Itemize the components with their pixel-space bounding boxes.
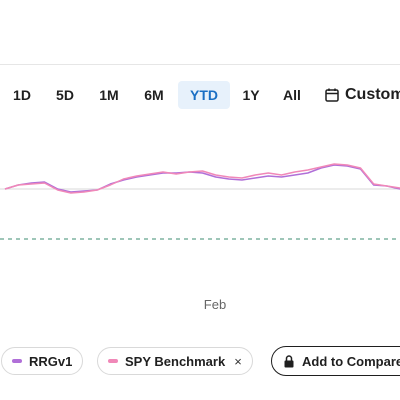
range-1m-button[interactable]: 1M	[99, 87, 119, 103]
time-range-selector: 1D 5D 1M 6M YTD 1Y All Custom	[0, 81, 400, 109]
add-to-compare-button[interactable]: Add to Compare	[271, 346, 400, 376]
lock-icon	[284, 354, 294, 367]
legend-label: SPY Benchmark	[125, 353, 226, 369]
custom-range-label: Custom	[345, 86, 400, 103]
performance-chart: Feb	[0, 163, 400, 312]
close-icon[interactable]: ×	[234, 353, 242, 369]
top-divider	[0, 64, 400, 65]
series-line-spy-benchmark	[4, 163, 400, 194]
legend-swatch	[12, 359, 22, 363]
calendar-icon	[325, 88, 339, 102]
range-1y-button[interactable]: 1Y	[242, 87, 260, 103]
legend-chip-spy-benchmark[interactable]: SPY Benchmark ×	[97, 347, 253, 375]
legend: RRGv1 SPY Benchmark × Add to Compare	[0, 346, 400, 377]
x-axis-tick-label: Feb	[204, 297, 226, 312]
add-to-compare-label: Add to Compare	[302, 353, 400, 369]
range-5d-button[interactable]: 5D	[56, 87, 74, 103]
range-6m-button[interactable]: 6M	[144, 87, 164, 103]
range-1d-button[interactable]: 1D	[13, 87, 31, 103]
legend-chip-rrgv1[interactable]: RRGv1	[1, 347, 84, 375]
legend-swatch	[108, 359, 118, 363]
range-ytd-button[interactable]: YTD	[178, 81, 230, 109]
series-line-rrgv1	[4, 164, 400, 193]
custom-range-button[interactable]: Custom	[325, 81, 400, 109]
legend-label: RRGv1	[29, 353, 73, 369]
range-all-button[interactable]: All	[283, 87, 301, 103]
